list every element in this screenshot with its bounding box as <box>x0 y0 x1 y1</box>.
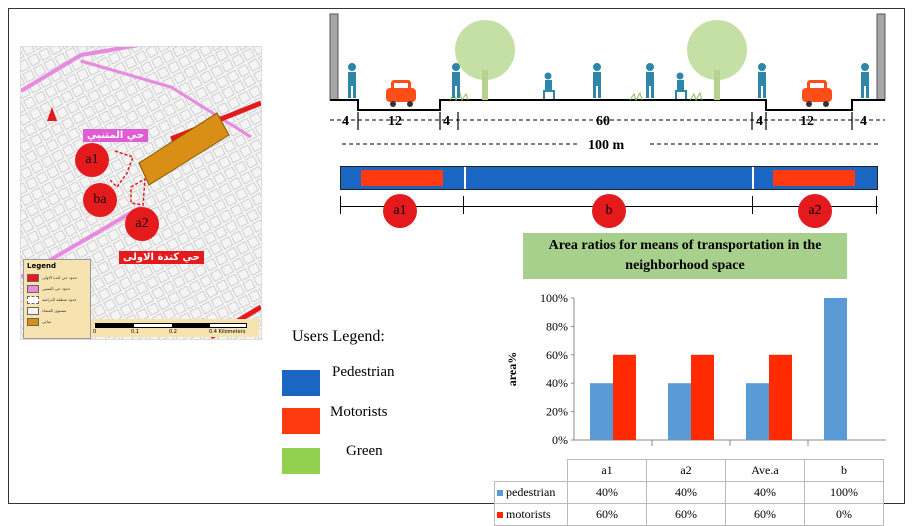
map-label-neighborhood-bottom: حي كندة الاولى <box>119 251 204 264</box>
dimension-label: 4 <box>756 114 763 129</box>
series-label-pedestrian: pedestrian <box>494 481 568 504</box>
y-tick-label: 60% <box>546 348 568 362</box>
map-scale-bar: 0 0.1 0.2 0.4 Kilometers <box>91 319 259 337</box>
map-legend-item: حدود منطقة الدراسة <box>24 294 90 305</box>
dimension-label: 4 <box>443 114 450 129</box>
legend-swatch-motorists <box>282 408 320 434</box>
tree-icon <box>687 20 747 100</box>
series-label-motorists: motorists <box>494 503 568 526</box>
table-header-cell: Ave.a <box>725 459 805 482</box>
bar-pedestrian-b <box>824 298 847 440</box>
bench-person-icon <box>675 72 687 99</box>
bar-chart: area% 0% 20% 40% 60% 80% 100% <box>490 290 890 505</box>
legend-swatch-green <box>282 448 320 474</box>
pedestrian-icon <box>646 63 654 98</box>
table-row: motorists 60% 60% 60% 0% <box>494 503 884 526</box>
table-cell: 40% <box>646 481 726 504</box>
dimension-label: 12 <box>388 114 402 129</box>
bar-pedestrian-a2 <box>668 383 691 440</box>
table-header-cell: a2 <box>646 459 726 482</box>
table-cell: 60% <box>567 503 647 526</box>
street-cross-section: 4 12 4 60 4 12 4 100 m <box>329 13 890 164</box>
chart-plot: area% 0% 20% 40% 60% 80% 100% <box>505 291 886 447</box>
y-tick-label: 100% <box>540 291 568 305</box>
motorists-segment-a1 <box>361 170 443 186</box>
bar-motorists-a1 <box>613 354 636 440</box>
pedestrian-icon <box>452 63 460 98</box>
pedestrian-icon <box>593 63 601 98</box>
map-legend-title: Legend <box>27 262 56 270</box>
table-cell: 100% <box>804 481 884 504</box>
table-header-cell: a1 <box>567 459 647 482</box>
pedestrian-icon <box>758 63 766 98</box>
bar-motorists-avea <box>769 354 792 440</box>
bench-person-icon <box>543 72 555 99</box>
legend-label-pedestrian: Pedestrian <box>332 364 395 380</box>
y-tick-label: 80% <box>546 319 568 333</box>
zone-label-a1: a1 <box>383 194 417 228</box>
bar-pedestrian-avea <box>746 383 769 440</box>
table-cell: 40% <box>567 481 647 504</box>
dimension-label: 4 <box>342 114 349 129</box>
chart-data-table: a1 a2 Ave.a b pedestrian 40% 40% 40% 100… <box>494 459 884 526</box>
map-legend-item: مستوى الفضاء <box>24 305 90 316</box>
map-pin-a1: a1 <box>75 143 109 177</box>
table-cell: 0% <box>804 503 884 526</box>
bar-motorists-a2 <box>691 354 714 440</box>
table-cell: 60% <box>646 503 726 526</box>
table-cell: 40% <box>725 481 805 504</box>
pedestrian-icon <box>348 63 356 98</box>
users-distribution-bar <box>340 166 878 190</box>
map-legend-item: حدود حي المتنبي <box>24 283 90 294</box>
map-legend-item: مباني <box>24 316 90 327</box>
chart-title: Area ratios for means of transportation … <box>523 233 847 279</box>
site-map: حي المتنبي حي كندة الاولى a1 ba a2 Legen… <box>20 46 262 340</box>
map-pin-ba: ba <box>83 183 117 217</box>
table-row: pedestrian 40% 40% 40% 100% <box>494 481 884 504</box>
table-header-cell: b <box>804 459 884 482</box>
map-legend-item: حدود حي كندة الاولى <box>24 272 90 283</box>
legend-swatch-pedestrian <box>282 370 320 396</box>
map-pin-a2: a2 <box>125 207 159 241</box>
y-axis-label: area% <box>505 352 519 386</box>
bar-pedestrian-a1 <box>590 383 613 440</box>
map-label-neighborhood-top: حي المتنبي <box>83 129 149 142</box>
zone-label-b: b <box>592 194 626 228</box>
total-width-label: 100 m <box>588 138 625 153</box>
legend-label-green: Green <box>346 443 383 459</box>
table-cell: 60% <box>725 503 805 526</box>
car-icon <box>386 80 416 107</box>
dimension-label: 12 <box>800 114 814 129</box>
zone-label-a2: a2 <box>798 194 832 228</box>
pedestrian-icon <box>861 63 869 98</box>
north-arrow-icon <box>47 107 57 121</box>
users-legend-title: Users Legend: <box>292 328 385 345</box>
y-tick-label: 20% <box>546 405 568 419</box>
y-tick-label: 0% <box>552 433 568 447</box>
legend-label-motorists: Motorists <box>330 404 388 420</box>
cross-section-drawing <box>329 13 886 145</box>
figure-frame <box>8 8 905 504</box>
tree-icon <box>455 20 515 100</box>
motorists-segment-a2 <box>773 170 855 186</box>
y-tick-label: 40% <box>546 376 568 390</box>
dimension-label: 4 <box>860 114 867 129</box>
map-legend: Legend حدود حي كندة الاولى حدود حي المتن… <box>23 259 91 339</box>
table-row: a1 a2 Ave.a b <box>494 459 884 482</box>
dimension-label: 60 <box>596 114 610 129</box>
car-icon <box>802 80 832 107</box>
